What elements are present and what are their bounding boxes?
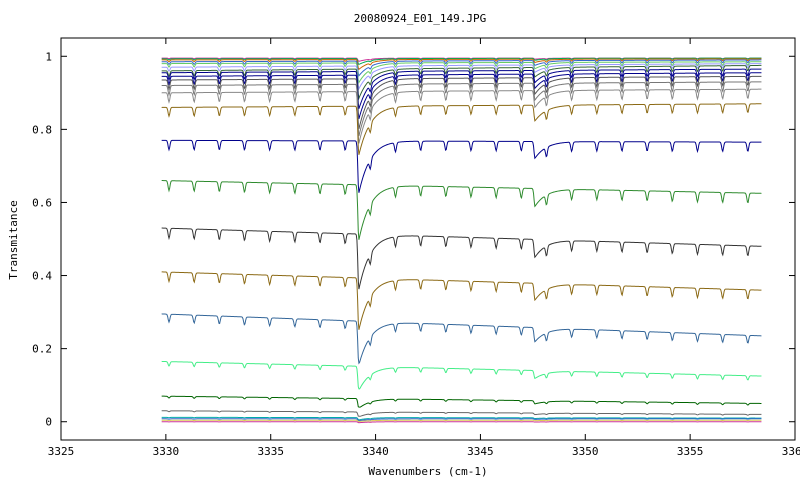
- series-line: [161, 410, 762, 417]
- x-tick-label: 3355: [677, 445, 704, 458]
- series-line: [161, 419, 762, 423]
- series-line: [161, 72, 762, 120]
- y-axis-label: Transmitance: [7, 200, 20, 279]
- y-tick-label: 0.2: [32, 343, 52, 356]
- x-tick-label: 3340: [362, 445, 389, 458]
- series-line: [161, 59, 762, 77]
- series-line: [161, 63, 762, 91]
- x-tick-label: 3325: [48, 445, 75, 458]
- y-axis: 0 0.2 0.4 0.6 0.8 1: [32, 50, 795, 429]
- series-line: [161, 395, 762, 408]
- chart-title: 20080924_E01_149.JPG: [354, 12, 486, 25]
- series-line: [161, 68, 762, 109]
- series-line: [161, 64, 762, 101]
- series-line: [161, 58, 762, 71]
- series-line: [161, 180, 762, 240]
- y-tick-label: 0.8: [32, 123, 52, 136]
- series-line: [161, 139, 762, 193]
- series-line: [161, 227, 762, 290]
- x-tick-label: 3345: [467, 445, 494, 458]
- series-line: [161, 416, 762, 421]
- x-axis-label: Wavenumbers (cm-1): [368, 465, 487, 478]
- y-tick-label: 0.4: [32, 270, 52, 283]
- x-tick-label: 3335: [257, 445, 284, 458]
- x-axis: 3325 3330 3335 3340 3345 3350 3355 3360: [48, 38, 800, 458]
- series-line: [161, 103, 762, 155]
- series-line: [161, 418, 762, 422]
- series-line: [161, 360, 762, 390]
- y-tick-label: 0: [45, 416, 52, 429]
- y-tick-label: 0.6: [32, 196, 52, 209]
- series-line: [161, 61, 762, 84]
- x-tick-label: 3350: [572, 445, 599, 458]
- x-tick-label: 3360: [782, 445, 800, 458]
- x-tick-label: 3330: [153, 445, 180, 458]
- y-tick-label: 1: [45, 50, 52, 63]
- series-line: [161, 421, 762, 424]
- series-line: [161, 313, 762, 365]
- series-layer: [161, 57, 762, 424]
- series-line: [161, 57, 762, 66]
- plot-frame: [60, 37, 796, 441]
- series-line: [161, 88, 762, 144]
- series-line: [161, 81, 762, 137]
- series-line: [161, 271, 762, 330]
- series-line: [161, 75, 762, 130]
